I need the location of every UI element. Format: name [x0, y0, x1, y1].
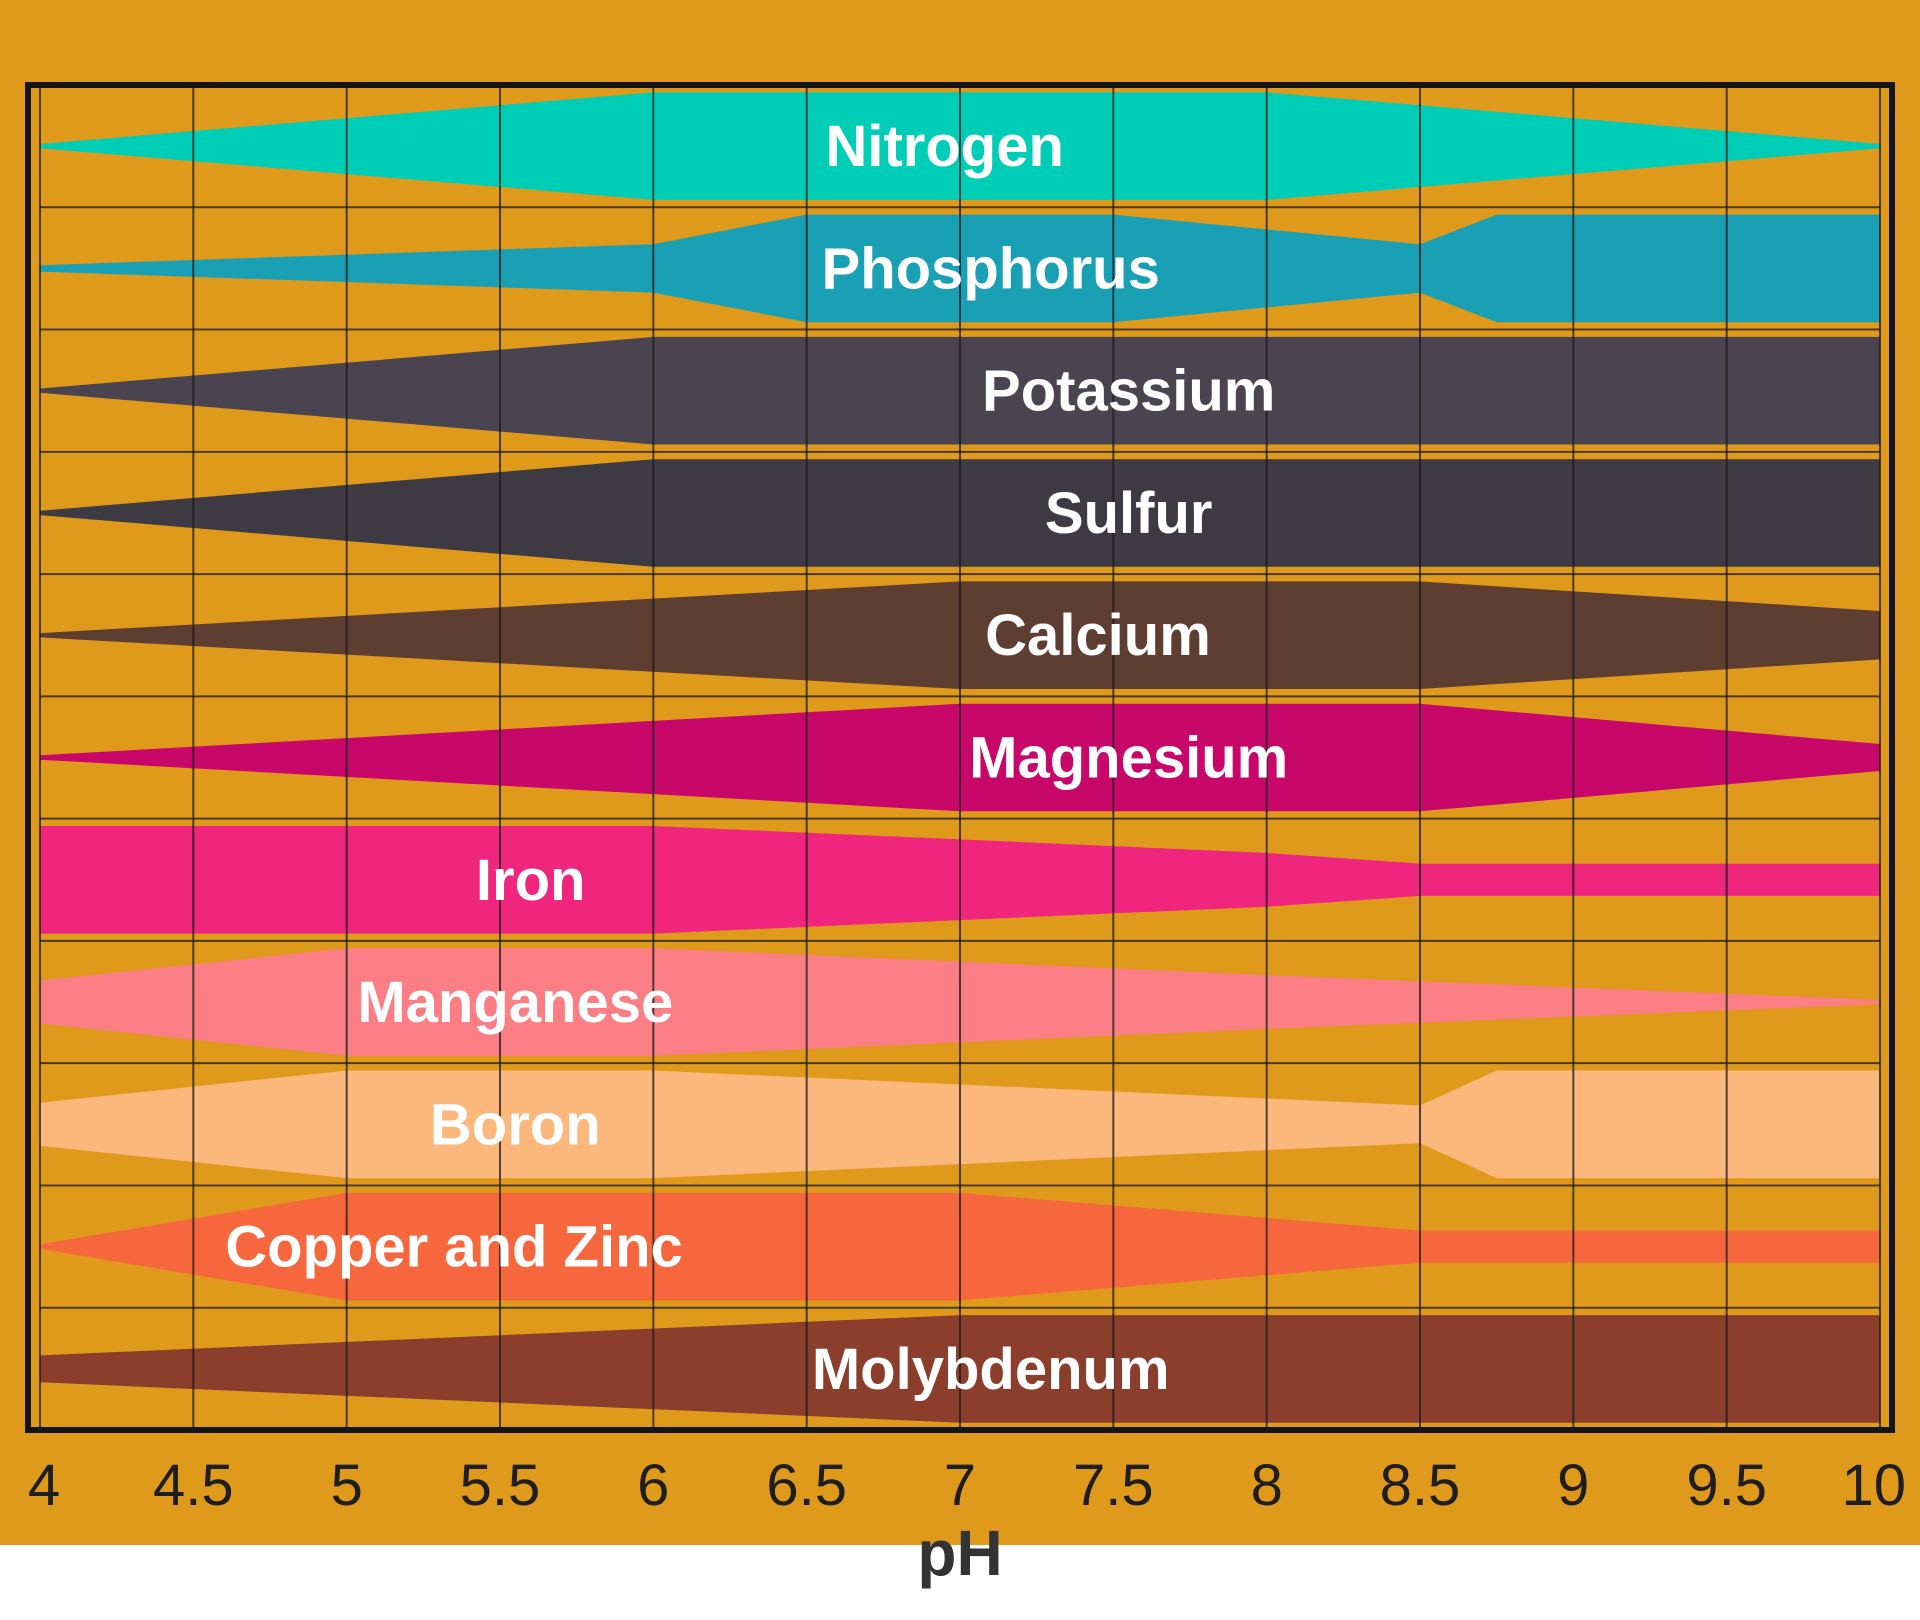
x-tick-label: 6.5	[766, 1453, 847, 1518]
x-tick-label: 6	[637, 1453, 669, 1518]
x-tick-label: 8.5	[1380, 1453, 1461, 1518]
label-nitrogen: Nitrogen	[825, 114, 1063, 179]
label-sulfur: Sulfur	[1045, 481, 1213, 546]
label-phosphorus: Phosphorus	[822, 236, 1160, 301]
label-iron: Iron	[476, 848, 586, 913]
plot-frame	[25, 82, 1895, 1433]
x-axis-title: pH	[917, 1517, 1002, 1589]
label-molybdenum: Molybdenum	[812, 1337, 1170, 1402]
x-tick-label: 7.5	[1073, 1453, 1154, 1518]
x-tick-label: 4	[28, 1453, 60, 1518]
x-tick-label: 9	[1557, 1453, 1589, 1518]
grid-lines	[39, 85, 1881, 1430]
x-tick-label: 5	[331, 1453, 363, 1518]
label-magnesium: Magnesium	[969, 726, 1288, 791]
x-tick-label: 5.5	[460, 1453, 541, 1518]
x-tick-labels: 4 4.5 5 5.5 6 6.5 7 7.5 8 8.5 9 9.5 10	[28, 1453, 1906, 1518]
x-tick-label: 7	[944, 1453, 976, 1518]
label-potassium: Potassium	[982, 359, 1275, 424]
label-calcium: Calcium	[985, 603, 1211, 668]
x-tick-label: 8	[1251, 1453, 1283, 1518]
label-copper-and-zinc: Copper and Zinc	[225, 1215, 683, 1280]
label-boron: Boron	[430, 1092, 601, 1157]
x-tick-label: 10	[1841, 1453, 1906, 1518]
x-tick-label: 9.5	[1686, 1453, 1767, 1518]
x-tick-label: 4.5	[153, 1453, 234, 1518]
nutrient-labels: Nitrogen Phosphorus Potassium Sulfur Calcium…	[225, 114, 1288, 1402]
label-manganese: Manganese	[357, 970, 673, 1035]
